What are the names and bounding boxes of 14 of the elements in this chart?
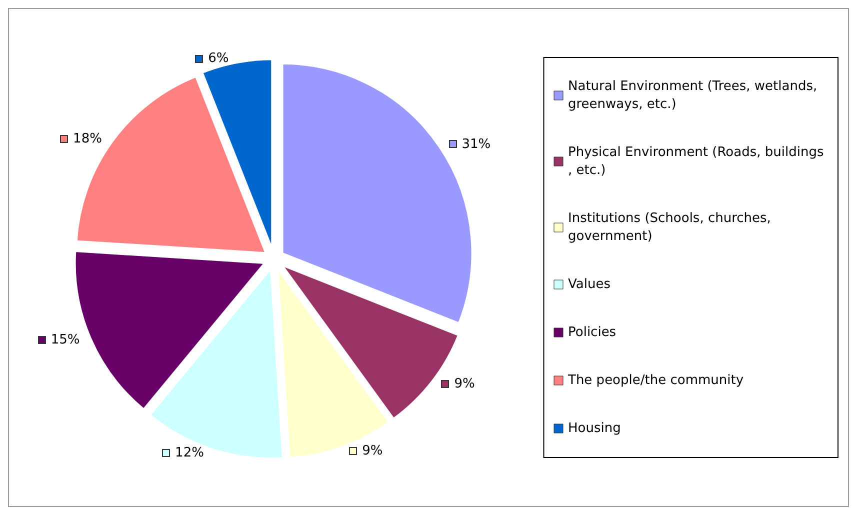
legend-label: The people/the community (567, 373, 744, 388)
data-label: 12% (175, 446, 204, 461)
data-label: 9% (362, 443, 383, 458)
legend-label: Values (568, 277, 611, 292)
data-label: 9% (454, 376, 475, 392)
legend-label: Natural Environment (Trees, wetlands, greenways, etc.) (568, 79, 822, 112)
data-label: 15% (50, 332, 80, 348)
legend-label: Housing (568, 421, 621, 436)
data-label: 18% (73, 132, 102, 147)
data-label: 31% (462, 136, 491, 152)
data-label: 6% (208, 51, 229, 66)
legend-label: Physical Environment (Roads, buildings, etc.) (568, 145, 824, 178)
legend-label: Institutions (Schools, churches, government) (568, 211, 776, 244)
legend-label: Policies (568, 325, 616, 340)
